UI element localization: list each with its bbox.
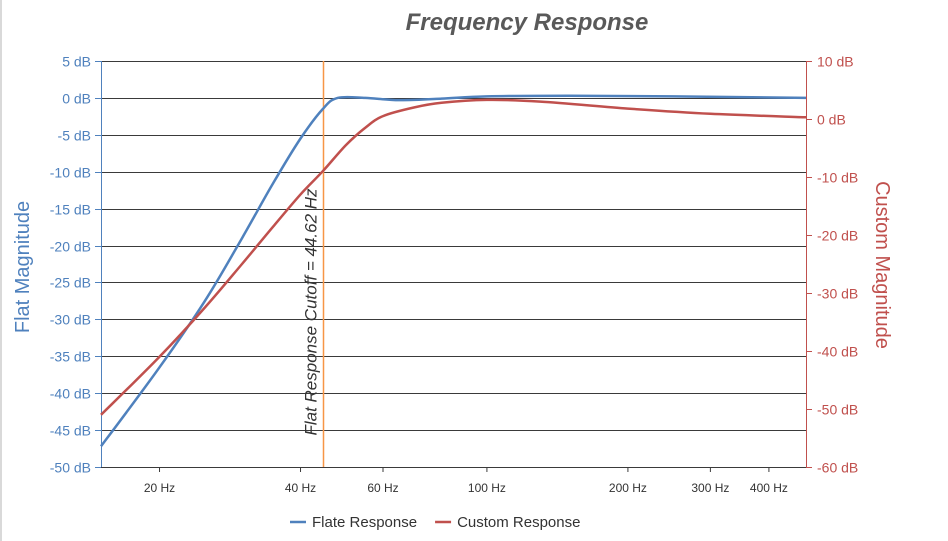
frame-edge [0,0,2,541]
series-line-custom-response [100,98,807,416]
left-tick-label: -40 dB [50,386,91,402]
left-tick-label: 5 dB [62,54,91,70]
left-tick-label: -35 dB [50,349,91,365]
left-tick-label: -10 dB [50,165,91,181]
x-tick-label: 60 Hz [367,481,398,495]
series-line-flat-response [99,94,807,448]
series-lines [99,94,807,448]
legend-item-label: Custom Response [457,514,580,531]
right-tick-label: -60 dB [817,460,858,476]
x-tick-label: 400 Hz [750,481,788,495]
left-axis-title: Flat Magnitude [12,201,34,333]
right-tick-label: -10 dB [817,170,858,186]
right-tick-label: -20 dB [817,228,858,244]
right-tick-label: 0 dB [817,112,846,128]
left-tick-label: 0 dB [62,91,91,107]
cutoff-label: Flat Response Cutoff = 44.62 Hz [302,188,321,436]
right-tick-label: -50 dB [817,402,858,418]
x-tick-label: 20 Hz [144,481,175,495]
left-tick-label: -50 dB [50,460,91,476]
x-tick-label: 300 Hz [691,481,729,495]
right-tick-label: -30 dB [817,286,858,302]
legend: Flate Response Custom Response [290,514,580,531]
left-tick-label: -45 dB [50,423,91,439]
x-tick-label: 100 Hz [468,481,506,495]
right-tick-label: 10 dB [817,54,854,70]
chart-title: Frequency Response [406,9,649,36]
grid [101,61,806,468]
x-tick-label: 40 Hz [285,481,316,495]
left-tick-label: -5 dB [58,128,91,144]
right-axis-title: Custom Magnitude [871,181,893,349]
legend-item-label: Flate Response [312,514,417,531]
x-tick-label: 200 Hz [609,481,647,495]
annotations: Flat Response Cutoff = 44.62 Hz [302,61,325,467]
left-tick-label: -30 dB [50,312,91,328]
x-axis: 20 Hz 40 Hz 60 Hz 100 Hz 200 Hz 300 Hz 400 Hz [101,467,806,495]
right-tick-label: -40 dB [817,344,858,360]
left-tick-label: -20 dB [50,239,91,255]
left-y-axis: 5 dB 0 dB -5 dB -10 dB -15 dB -20 dB -25 dB -30… [12,54,102,476]
left-tick-label: -15 dB [50,202,91,218]
right-y-axis: 10 dB 0 dB -10 dB -20 dB -30 dB -40 dB -50 dB -… [806,54,893,476]
left-tick-label: -25 dB [50,275,91,291]
